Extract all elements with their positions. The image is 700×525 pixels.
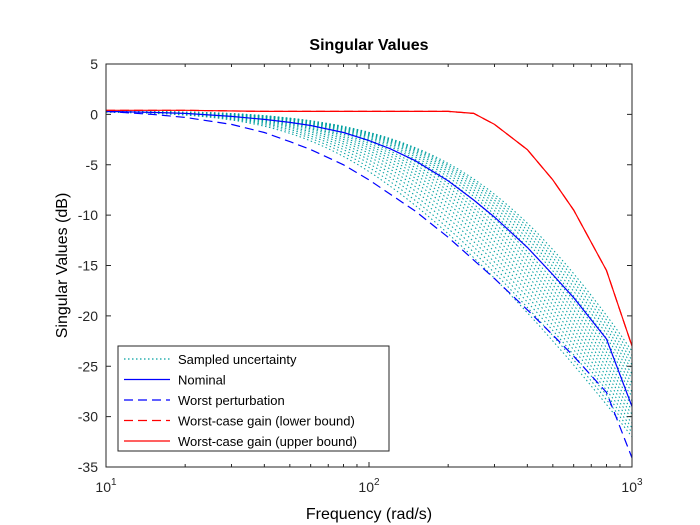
sampled-uncertainty-curve: [106, 111, 633, 379]
sampled-uncertainty-curve: [106, 110, 633, 365]
sampled-uncertainty-curve: [106, 111, 633, 401]
legend-label: Worst-case gain (lower bound): [178, 414, 355, 429]
x-tick-label: 103: [621, 477, 643, 495]
x-axis-label: Frequency (rad/s): [306, 506, 432, 523]
y-axis-ticks: 5 0 -5 -10 -15 -20 -25 -30 -35: [78, 56, 632, 475]
sampled-uncertainty-curve: [106, 111, 633, 415]
sampled-uncertainty-curve: [105, 111, 633, 433]
y-tick-label: -25: [78, 358, 98, 374]
y-tick-label: 0: [90, 106, 98, 122]
legend-label: Sampled uncertainty: [178, 352, 297, 367]
y-tick-label: -20: [78, 308, 98, 324]
sampled-uncertainty-curve: [105, 110, 633, 370]
y-tick-label: -10: [78, 207, 98, 223]
sampled-uncertainty-curve: [106, 110, 633, 352]
x-tick-label: 102: [358, 477, 380, 495]
sampled-uncertainty-curve: [105, 111, 633, 429]
y-tick-label: -15: [78, 258, 98, 274]
series-nominal: [105, 110, 633, 407]
y-axis-label: Singular Values (dB): [54, 193, 71, 339]
x-tick-label-exponent: 1: [111, 477, 117, 488]
chart-title: Singular Values: [309, 37, 428, 54]
legend-label: Worst perturbation: [178, 393, 285, 408]
legend: Sampled uncertainty Nominal Worst perturba…: [117, 345, 390, 452]
sampled-uncertainty-curve: [105, 111, 633, 411]
x-axis-ticks: 101 102 103: [95, 64, 643, 495]
sampled-uncertainty-curve: [106, 111, 633, 374]
x-tick-label-base: 10: [95, 479, 111, 495]
y-tick-label: -35: [78, 459, 98, 475]
sampled-uncertainty-curve: [105, 111, 633, 420]
legend-label: Worst-case gain (upper bound): [178, 434, 357, 449]
series-worst-case-gain-upper-bound: [106, 109, 633, 347]
legend-label: Nominal: [178, 373, 226, 388]
x-tick-label: 101: [95, 477, 117, 495]
series-worst-perturbation: [105, 110, 633, 459]
y-tick-label: -5: [86, 157, 99, 173]
y-tick-label: 5: [90, 56, 98, 72]
sampled-uncertainty-curve: [106, 110, 633, 361]
x-tick-label-base: 10: [358, 479, 374, 495]
series-curves: [105, 109, 633, 459]
y-tick-label: -30: [78, 409, 98, 425]
sampled-uncertainty-curves: [105, 110, 633, 438]
x-tick-label-base: 10: [621, 479, 637, 495]
legend-box: [117, 345, 390, 452]
x-tick-label-exponent: 2: [374, 477, 380, 488]
x-tick-label-exponent: 3: [637, 477, 643, 488]
